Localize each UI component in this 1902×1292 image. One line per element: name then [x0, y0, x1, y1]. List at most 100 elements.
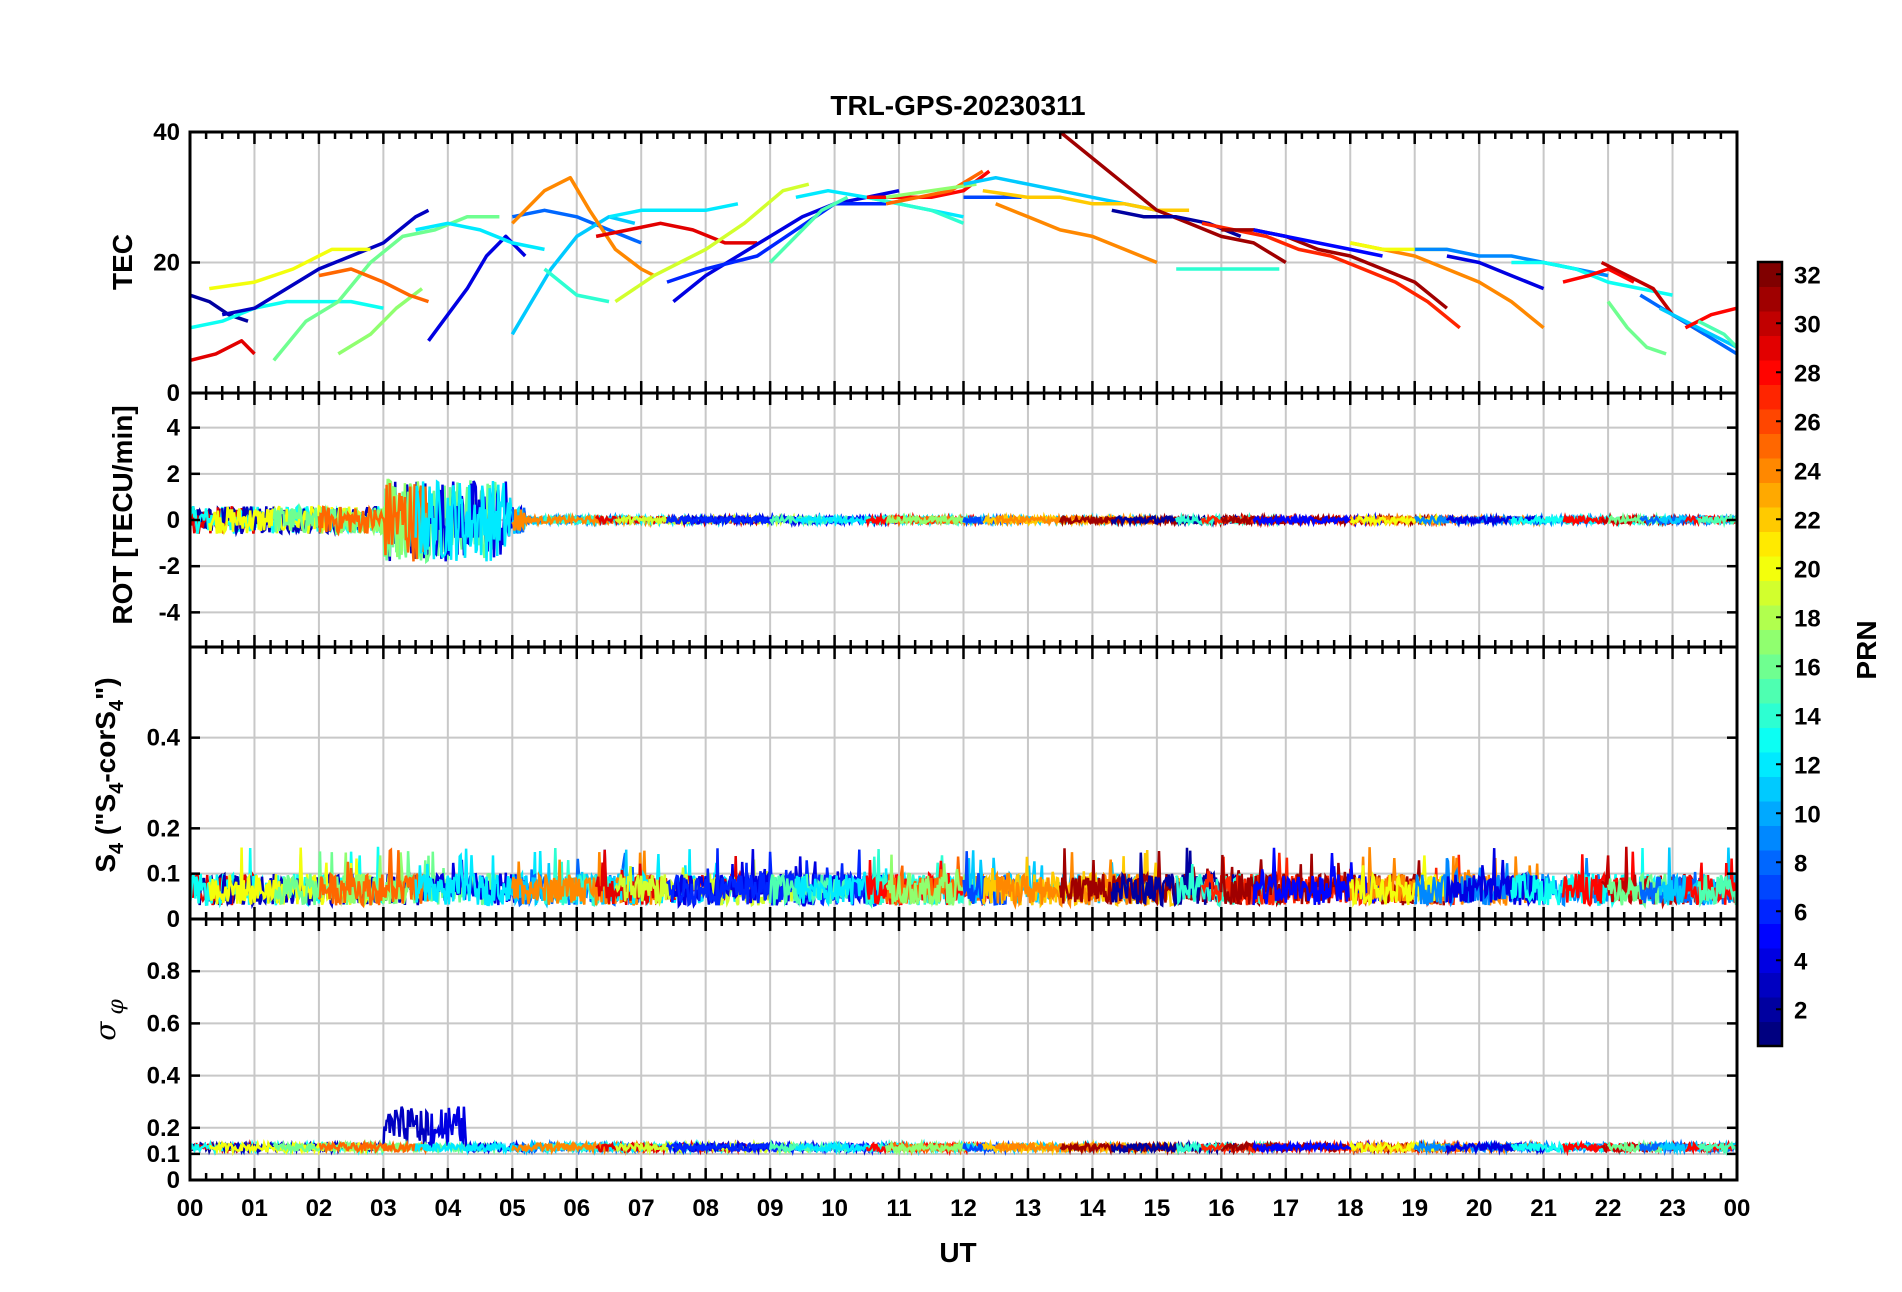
- series-line-prn-4: [672, 188, 900, 303]
- x-tick-label: 14: [1079, 1195, 1106, 1222]
- colorbar-swatch: [1758, 629, 1782, 655]
- x-tick-label: 08: [692, 1195, 719, 1222]
- series-trace-prn-2: [1110, 847, 1242, 908]
- series-group: [190, 1106, 1737, 1157]
- series-trace-prn-2: [1110, 1139, 1242, 1156]
- series-line-prn-22: [982, 188, 1190, 213]
- svg-text:σ φ: σ φ: [89, 999, 129, 1041]
- panel-S4: 0 0.1 0.2 0.4: [147, 645, 1739, 933]
- series-line-prn-27: [1201, 221, 1461, 330]
- series-trace-prn-28: [1684, 858, 1737, 906]
- series-line-prn-11: [510, 215, 636, 336]
- colorbar-tick-label: 8: [1794, 850, 1807, 877]
- colorbar-tick-label: 32: [1794, 262, 1821, 289]
- chart-title: TRL-GPS-20230311: [830, 90, 1085, 121]
- series-line-prn-4: [427, 234, 527, 342]
- x-tick-label: 07: [628, 1195, 655, 1222]
- series-line-prn-12: [608, 202, 739, 219]
- x-tick-label: 20: [1466, 1195, 1493, 1222]
- series-trace-prn-16: [1606, 871, 1668, 909]
- x-tick-label: 17: [1272, 1195, 1299, 1222]
- series-line-prn-15: [768, 195, 849, 264]
- s4-ylabel: S4 ("S4-corS4"): [90, 677, 128, 872]
- colorbar-tick-label: 22: [1794, 507, 1821, 534]
- series-trace-prn-25: [317, 482, 430, 562]
- series-line-prn-6: [666, 202, 887, 284]
- colorbar-swatch: [1758, 923, 1782, 949]
- series-line-prn-29: [190, 339, 256, 363]
- x-tick-label: 21: [1530, 1195, 1557, 1222]
- series-line-prn-3: [221, 208, 430, 317]
- x-tick-label: 16: [1208, 1195, 1235, 1222]
- svg-text:S4 ("S4-corS4"): S4 ("S4-corS4"): [90, 677, 128, 872]
- colorbar-tick-label: 10: [1794, 801, 1821, 828]
- x-axis-label: UT: [939, 1237, 976, 1268]
- series-line-prn-28: [1684, 306, 1737, 330]
- colorbar-swatch: [1758, 825, 1782, 851]
- series-trace-prn-17: [885, 512, 978, 527]
- series-line-prn-16: [272, 215, 500, 362]
- panel-ROT: -4 -2 0 2 4: [159, 391, 1739, 649]
- series-line-prn-24: [511, 175, 655, 278]
- panel-sigma-phi: 00.10.2 0.4 0.6 0.8: [147, 917, 1739, 1194]
- colorbar-swatch: [1758, 482, 1782, 508]
- x-tick-label: 00: [1724, 1195, 1751, 1222]
- y-tick-label: 0.4: [147, 1063, 181, 1090]
- series-trace-prn-15: [1697, 1140, 1737, 1157]
- y-tick-label: 0: [167, 906, 180, 933]
- y-tick-label: 0: [167, 380, 180, 407]
- x-tick-label: 04: [434, 1195, 461, 1222]
- colorbar-swatch: [1758, 335, 1782, 361]
- x-tick-label: 12: [950, 1195, 977, 1222]
- series-line-prn-16: [1606, 300, 1667, 356]
- series-line-prn-24: [995, 202, 1158, 265]
- y-tick-label: 0.1: [147, 861, 180, 888]
- x-tick-label: 03: [370, 1195, 397, 1222]
- colorbar-swatch: [1758, 286, 1782, 312]
- series-trace-prn-15: [768, 873, 849, 908]
- colorbar-tick-label: 30: [1794, 311, 1821, 338]
- panel-TEC: 0 20 40: [153, 119, 1739, 407]
- y-tick-label: 0.6: [147, 1010, 180, 1037]
- y-tick-label: -4: [159, 599, 181, 626]
- x-tick-label: 19: [1401, 1195, 1428, 1222]
- x-tick-label: 15: [1144, 1195, 1171, 1222]
- series-trace-prn-17: [337, 478, 424, 558]
- colorbar-frame: [1756, 260, 1784, 1048]
- rot-ylabel: ROT [TECU/min]: [107, 405, 138, 624]
- series-group: [190, 846, 1737, 910]
- colorbar-swatch: [1758, 776, 1782, 802]
- x-tick-label: 11: [886, 1195, 911, 1222]
- series-trace-prn-24: [511, 850, 656, 906]
- colorbar-swatch: [1758, 972, 1782, 998]
- y-tick-label: 40: [153, 119, 180, 146]
- sigma-phi-ylabel: σ φ: [89, 999, 129, 1041]
- y-tick-label: 20: [153, 250, 180, 277]
- y-tick-label: 4: [167, 415, 181, 442]
- x-tick-label: 13: [1015, 1195, 1042, 1222]
- series-line-prn-13: [1511, 260, 1673, 297]
- x-tick-label: 09: [757, 1195, 784, 1222]
- x-tick-label: 22: [1595, 1195, 1622, 1222]
- series-trace-prn-24: [994, 512, 1159, 528]
- colorbar-swatch: [1758, 580, 1782, 606]
- series-group: [190, 478, 1737, 565]
- y-tick-label: 0: [167, 507, 180, 534]
- series-group: [190, 132, 1737, 363]
- colorbar-tick-label: 14: [1794, 703, 1821, 730]
- y-tick-label: 0: [167, 1167, 180, 1194]
- colorbar-tick-label: 6: [1794, 899, 1807, 926]
- series-line-prn-17: [885, 182, 977, 200]
- colorbar-swatch: [1758, 678, 1782, 704]
- colorbar-tick-label: 26: [1794, 409, 1821, 436]
- series-line-prn-25: [318, 267, 430, 304]
- series-trace-prn-16: [1607, 1139, 1667, 1154]
- series-line-prn-12: [415, 221, 545, 252]
- series-trace-prn-25: [318, 1139, 430, 1155]
- x-tick-label: 00: [177, 1195, 204, 1222]
- series-line-prn-8: [511, 208, 642, 245]
- series-trace-prn-25: [317, 847, 430, 909]
- colorbar-tick-label: 12: [1794, 752, 1821, 779]
- y-tick-label: -2: [159, 553, 180, 580]
